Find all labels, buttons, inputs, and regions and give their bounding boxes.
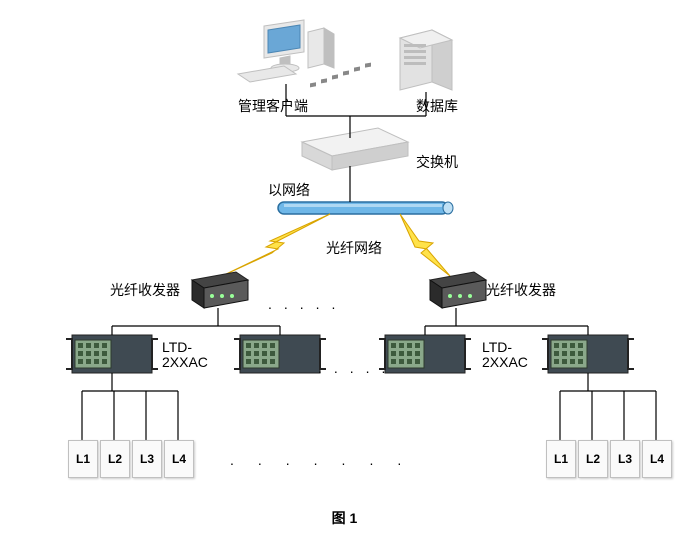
endpoint-L4: L4 bbox=[642, 440, 672, 478]
endpoint-L3: L3 bbox=[610, 440, 640, 478]
dots-transceivers: ..... bbox=[268, 296, 347, 312]
label-model-right: LTD-2XXAC bbox=[482, 340, 528, 370]
endpoint-L3: L3 bbox=[132, 440, 162, 478]
figure-caption: 图 1 bbox=[0, 508, 689, 528]
dots-endpoints: ....... bbox=[230, 452, 425, 468]
dots-racks: ..... bbox=[318, 360, 397, 376]
endpoint-L2: L2 bbox=[100, 440, 130, 478]
label-fiber-trx-left: 光纤收发器 bbox=[110, 280, 180, 300]
label-switch: 交换机 bbox=[416, 152, 458, 172]
diagram-stage: 管理客户端 数据库 交换机 以网络 光纤网络 光纤收发器 光纤收发器 LTD-2… bbox=[0, 0, 689, 533]
endpoint-L1: L1 bbox=[68, 440, 98, 478]
endpoint-L1: L1 bbox=[546, 440, 576, 478]
label-fiber-trx-right: 光纤收发器 bbox=[486, 280, 556, 300]
label-fiber-network: 光纤网络 bbox=[326, 238, 382, 258]
label-mgmt-client: 管理客户端 bbox=[238, 96, 308, 116]
label-ethernet: 以网络 bbox=[268, 180, 310, 200]
endpoint-L2: L2 bbox=[578, 440, 608, 478]
label-database: 数据库 bbox=[416, 96, 458, 116]
endpoint-L4: L4 bbox=[164, 440, 194, 478]
label-model-left: LTD-2XXAC bbox=[162, 340, 208, 370]
